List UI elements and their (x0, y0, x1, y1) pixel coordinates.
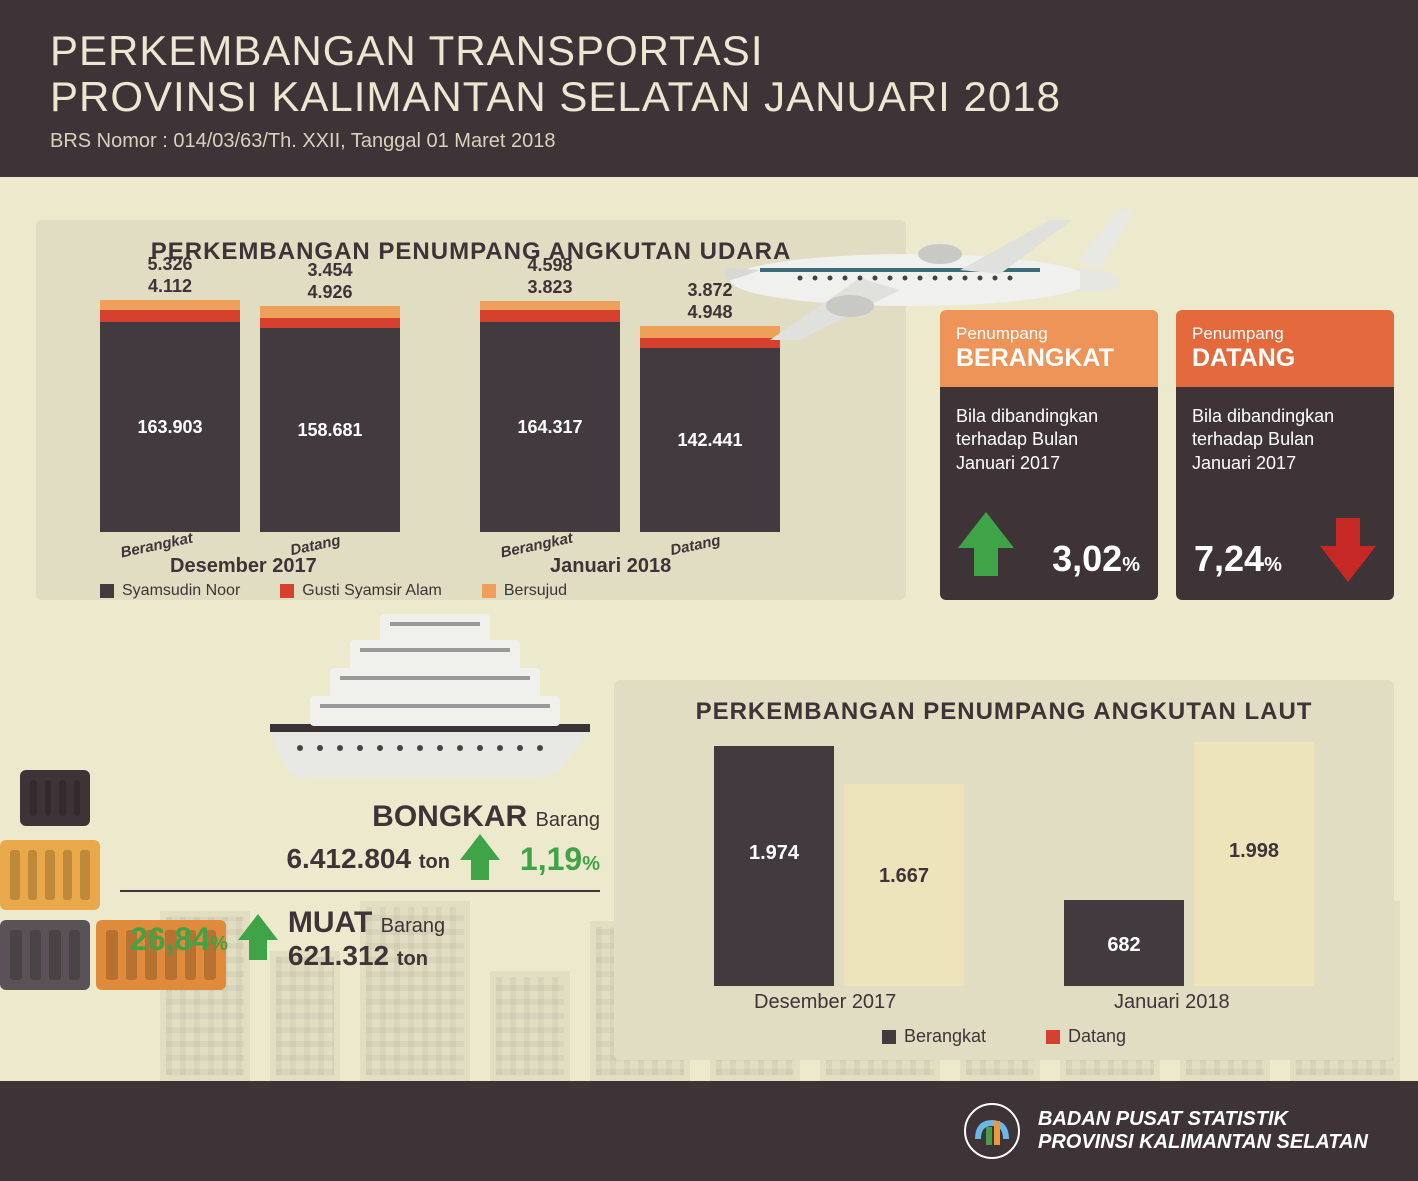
bar-seg-bersujud (480, 301, 620, 310)
legend-swatch (882, 1030, 896, 1044)
air-bar: 164.317 4.598 3.823 (480, 301, 620, 532)
legend-item: Gusti Syamsir Alam (280, 582, 442, 600)
legend-swatch (100, 584, 114, 598)
muat-label: MUAT Barang (288, 906, 445, 940)
legend-item: Syamsudin Noor (100, 582, 240, 600)
bar-seg-gusti (480, 310, 620, 322)
legend-label: Datang (1068, 1026, 1126, 1047)
bar-seg-syamsudin: 158.681 (260, 328, 400, 532)
cargo-stats: BONGKAR Barang 6.412.804 ton 1,19% 26,84… (120, 800, 600, 972)
title-line1: PERKEMBANGAN TRANSPORTASI (50, 28, 1368, 74)
legend-label: Bersujud (504, 582, 567, 600)
bar-value: 1.974 (714, 842, 834, 865)
bar-label: 3.823 (480, 277, 620, 298)
berangkat-box: Penumpang BERANGKAT Bila dibandingkan te… (940, 310, 1158, 600)
bar-value: 682 (1064, 934, 1184, 957)
legend-label: Berangkat (904, 1026, 986, 1047)
period-label: Januari 2018 (1114, 991, 1230, 1014)
subtitle: BRS Nomor : 014/03/63/Th. XXII, Tanggal … (50, 130, 1368, 153)
ship-icon (250, 600, 600, 780)
air-bar: 163.903 5.326 4.112 (100, 300, 240, 532)
bps-logo-icon (964, 1103, 1020, 1159)
bongkar-label: BONGKAR Barang (372, 800, 600, 833)
legend-label: Syamsudin Noor (122, 582, 240, 600)
datang-body: Bila dibandingkan terhadap Bulan Januari… (1192, 405, 1378, 475)
berangkat-prefix: Penumpang (956, 324, 1048, 343)
sea-chart-title: PERKEMBANGAN PENUMPANG ANGKUTAN LAUT (644, 698, 1364, 726)
bar-value: 1.998 (1194, 840, 1314, 863)
bar-seg-bersujud (100, 300, 240, 310)
arrow-up-icon (958, 512, 1014, 582)
arrow-up-icon (238, 914, 278, 964)
bongkar-pct: 1,19% (520, 841, 600, 878)
legend-swatch (280, 584, 294, 598)
arrow-down-icon (1320, 512, 1376, 582)
datang-prefix: Penumpang (1192, 324, 1284, 343)
title-line2: PROVINSI KALIMANTAN SELATAN JANUARI 2018 (50, 74, 1368, 120)
period-label: Desember 2017 (754, 991, 896, 1014)
legend-swatch (1046, 1030, 1060, 1044)
legend-label: Gusti Syamsir Alam (302, 582, 442, 600)
sea-bar: 1.974 (714, 746, 834, 986)
sea-bar: 1.998 (1194, 742, 1314, 986)
sea-bar: 682 (1064, 900, 1184, 986)
muat-value: 621.312 ton (288, 940, 445, 972)
air-chart-legend: Syamsudin Noor Gusti Syamsir Alam Bersujud (60, 582, 882, 600)
period-label: Desember 2017 (170, 555, 317, 578)
air-bar: 158.681 3.454 4.926 (260, 306, 400, 532)
bar-label: 4.112 (100, 276, 240, 297)
header: PERKEMBANGAN TRANSPORTASI PROVINSI KALIM… (0, 0, 1418, 177)
sea-bar: 1.667 (844, 784, 964, 986)
bongkar-value: 6.412.804 ton (286, 843, 449, 875)
bar-seg-bersujud (260, 306, 400, 318)
footer: BADAN PUSAT STATISTIK PROVINSI KALIMANTA… (0, 1081, 1418, 1181)
bar-seg-syamsudin: 142.441 (640, 348, 780, 532)
category-label: Datang (669, 532, 722, 559)
period-label: Januari 2018 (550, 555, 671, 578)
muat-pct: 26,84% (130, 921, 228, 958)
bar-value: 1.667 (844, 865, 964, 888)
arrow-up-icon (460, 834, 500, 884)
berangkat-label: BERANGKAT (956, 344, 1114, 372)
legend-swatch (482, 584, 496, 598)
bar-label: 5.326 (100, 254, 240, 275)
berangkat-body: Bila dibandingkan terhadap Bulan Januari… (956, 405, 1142, 475)
footer-title: BADAN PUSAT STATISTIK PROVINSI KALIMANTA… (1038, 1108, 1368, 1154)
legend-item: Datang (1046, 1026, 1126, 1047)
berangkat-header: Penumpang BERANGKAT (940, 310, 1158, 387)
sea-chart: 1.9741.6676821.998Desember 2017Januari 2… (644, 736, 1364, 986)
berangkat-pct: 3,02% (1052, 538, 1140, 580)
datang-pct: 7,24% (1194, 538, 1282, 580)
sea-chart-panel: PERKEMBANGAN PENUMPANG ANGKUTAN LAUT 1.9… (614, 680, 1394, 1060)
divider (120, 890, 600, 892)
bar-seg-gusti (260, 318, 400, 328)
datang-box: Penumpang DATANG Bila dibandingkan terha… (1176, 310, 1394, 600)
sea-chart-legend: Berangkat Datang (644, 1026, 1364, 1047)
bar-seg-syamsudin: 163.903 (100, 322, 240, 532)
datang-header: Penumpang DATANG (1176, 310, 1394, 387)
bar-label: 4.926 (260, 282, 400, 303)
bar-seg-gusti (100, 310, 240, 322)
datang-label: DATANG (1192, 344, 1295, 372)
legend-item: Bersujud (482, 582, 567, 600)
legend-item: Berangkat (882, 1026, 986, 1047)
bar-label: 3.454 (260, 260, 400, 281)
bar-seg-syamsudin: 164.317 (480, 322, 620, 532)
bar-label: 4.598 (480, 255, 620, 276)
